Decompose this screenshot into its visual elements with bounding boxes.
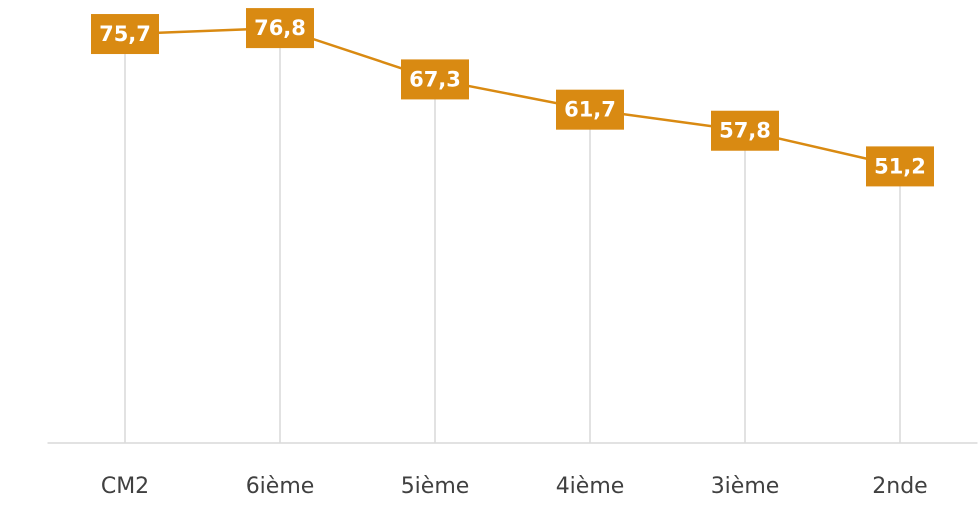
data-label: 76,8 [254,16,306,40]
x-tick-label: 4ième [556,474,625,499]
data-label: 57,8 [719,119,771,143]
data-label: 75,7 [99,22,151,46]
x-tick-label: 5ième [401,474,470,499]
data-label-box [711,110,779,151]
data-label-box [246,8,314,49]
x-tick-label: 2nde [872,474,927,499]
data-label-box [556,89,624,130]
data-label: 51,2 [874,154,926,178]
data-label-box [866,146,934,187]
x-tick-label: 3ième [711,474,780,499]
data-label: 67,3 [409,67,461,91]
data-label-box [401,59,469,100]
x-tick-label: CM2 [101,474,149,499]
data-label-box [91,14,159,55]
data-label: 61,7 [564,98,616,122]
x-tick-label: 6ième [246,474,315,499]
line [124,26,901,168]
